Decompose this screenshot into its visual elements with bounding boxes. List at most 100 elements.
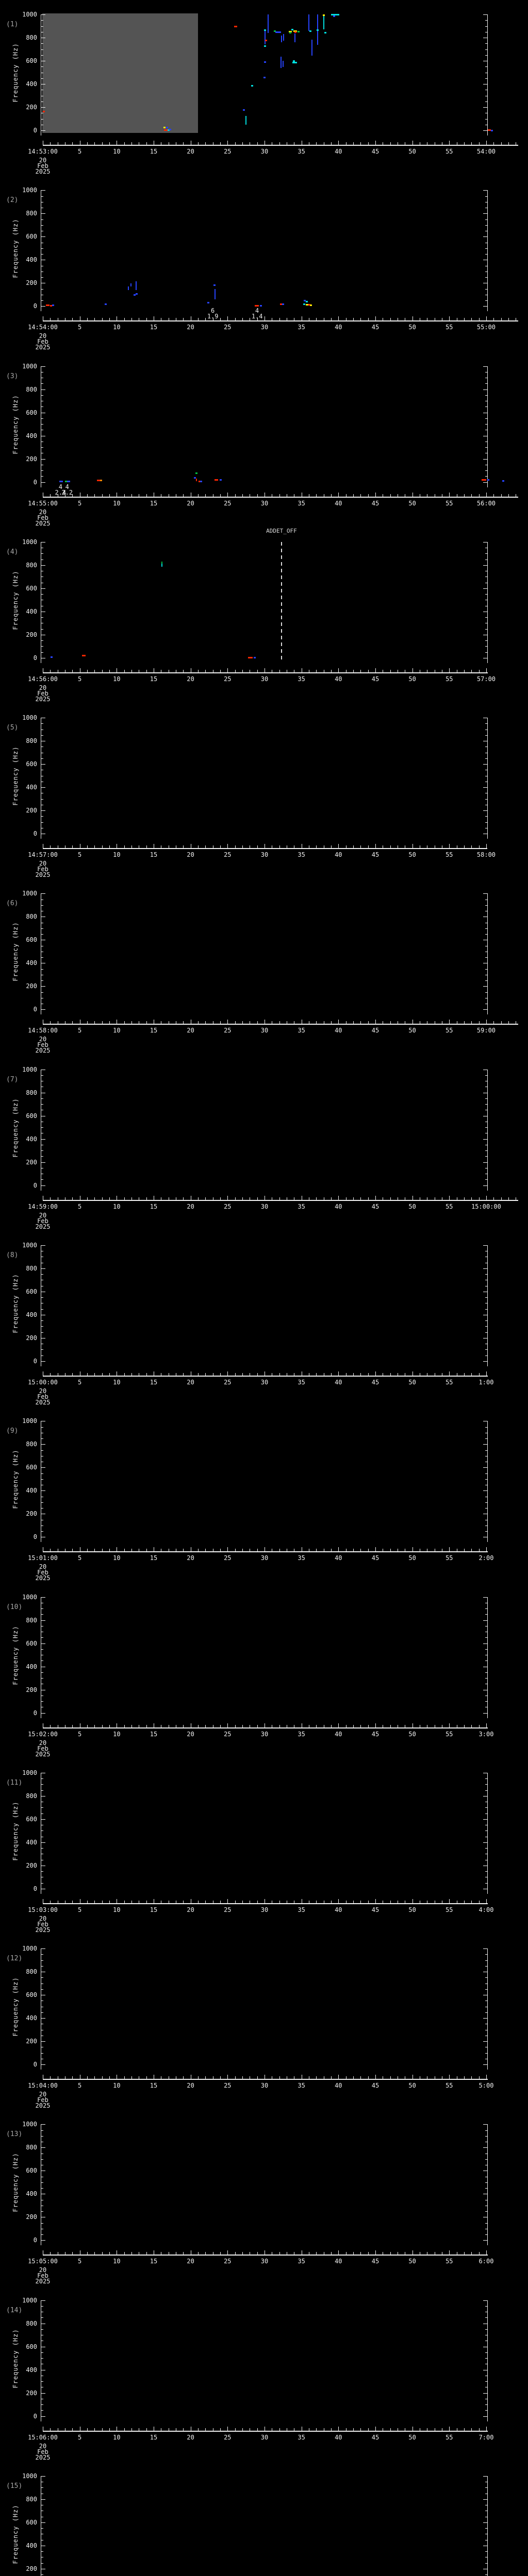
x-tick <box>331 2076 332 2079</box>
y-tick <box>41 1819 45 1820</box>
detection-mark <box>220 479 222 481</box>
x-tick <box>183 845 184 849</box>
annotation-score: 1.9 <box>207 313 219 320</box>
end-time-label: 7:00 <box>478 2433 494 2441</box>
date-label: 20 <box>39 1387 47 1395</box>
y-tick-label: 600 <box>26 2167 37 2175</box>
x-tick <box>220 2252 221 2255</box>
y-tick <box>483 2300 487 2301</box>
date-label: Feb <box>37 1393 48 1400</box>
y-tick <box>483 1842 487 1843</box>
x-tick <box>87 2252 88 2255</box>
y-tick <box>483 1713 487 1714</box>
x-tick <box>109 1549 110 1552</box>
end-time-label: 58:00 <box>476 851 496 859</box>
x-tick <box>242 1900 243 1903</box>
y-tick <box>485 2410 487 2411</box>
x-tick <box>197 669 199 672</box>
x-tick <box>360 2252 361 2255</box>
y-tick <box>485 406 487 408</box>
detection-mark <box>331 14 339 16</box>
x-tick <box>478 2252 480 2255</box>
start-time-label: 14:57:00 <box>28 851 58 859</box>
y-tick <box>41 248 43 249</box>
x-tick <box>72 1724 73 1727</box>
x-tick <box>72 669 73 672</box>
x-tick <box>146 1724 147 1727</box>
panel-index-label: (5) <box>6 724 19 732</box>
x-tick <box>375 1723 376 1727</box>
x-tick <box>486 668 487 672</box>
y-tick-label: 400 <box>26 2541 37 2549</box>
detection-mark <box>100 479 103 481</box>
y-tick <box>485 758 487 759</box>
x-tick <box>235 1372 236 1376</box>
x-tick <box>412 1371 413 1376</box>
x-tick <box>368 1021 369 1024</box>
x-tick <box>131 1549 132 1552</box>
y-tick <box>41 2563 43 2564</box>
x-tick <box>50 1900 51 1903</box>
x-tick-label: 35 <box>298 148 305 155</box>
x-tick <box>478 1197 480 1200</box>
y-tick <box>41 26 43 27</box>
x-tick <box>368 1549 369 1552</box>
x-tick-label: 10 <box>113 1906 121 1913</box>
y-tick <box>485 219 487 220</box>
y-tick <box>485 905 487 906</box>
y-tick <box>41 1185 45 1186</box>
x-tick <box>471 1197 472 1200</box>
x-tick <box>50 2076 51 2079</box>
y-axis-right <box>487 541 488 663</box>
y-tick <box>41 646 43 647</box>
y-axis-right <box>487 1772 488 1894</box>
x-tick <box>478 494 480 497</box>
x-tick <box>94 1549 95 1552</box>
x-tick-label: 50 <box>408 1554 416 1562</box>
x-tick <box>146 2252 147 2255</box>
x-tick <box>338 1195 339 1200</box>
x-tick <box>109 2252 110 2255</box>
frequency-axis-title: Frequency (Hz) <box>12 1098 19 1158</box>
x-tick <box>227 141 228 145</box>
x-tick <box>316 318 317 321</box>
y-tick-label: 1000 <box>22 890 37 897</box>
y-tick <box>41 2551 43 2552</box>
x-tick-label: 25 <box>224 1906 232 1913</box>
x-tick <box>279 1549 280 1552</box>
x-tick-label: 15 <box>150 2082 158 2090</box>
date-label: 20 <box>39 1563 47 1571</box>
x-tick-label: 20 <box>187 148 194 155</box>
x-tick <box>279 669 280 672</box>
x-tick <box>464 2428 465 2431</box>
y-axis-right <box>487 14 488 135</box>
date-label: 2025 <box>35 1750 51 1758</box>
detection-mark <box>194 477 196 479</box>
x-tick <box>109 669 110 672</box>
y-tick <box>41 1614 43 1615</box>
y-tick <box>41 723 43 724</box>
x-tick <box>124 2076 125 2079</box>
x-tick <box>486 1547 487 1552</box>
y-tick <box>41 1790 43 1791</box>
y-tick-label: 600 <box>26 1639 37 1647</box>
frequency-axis-title: Frequency (Hz) <box>12 922 19 981</box>
x-tick <box>412 141 413 145</box>
x-tick <box>449 1547 450 1552</box>
x-tick-label: 40 <box>335 499 342 507</box>
y-tick <box>41 1450 43 1451</box>
date-label: Feb <box>37 2096 48 2104</box>
y-tick <box>41 816 43 817</box>
x-tick-label: 20 <box>187 2082 194 2090</box>
frequency-axis-title: Frequency (Hz) <box>12 570 19 630</box>
x-tick-label: 35 <box>298 2082 305 2090</box>
x-tick-label: 45 <box>371 1730 380 1738</box>
date-label: Feb <box>37 338 48 346</box>
x-tick <box>124 669 125 672</box>
y-tick <box>485 2211 487 2212</box>
y-tick-label: 1000 <box>22 11 37 18</box>
date-label: 2025 <box>35 695 51 703</box>
x-tick-label: 15 <box>150 675 158 683</box>
x-tick <box>486 316 487 321</box>
y-tick <box>485 424 487 425</box>
